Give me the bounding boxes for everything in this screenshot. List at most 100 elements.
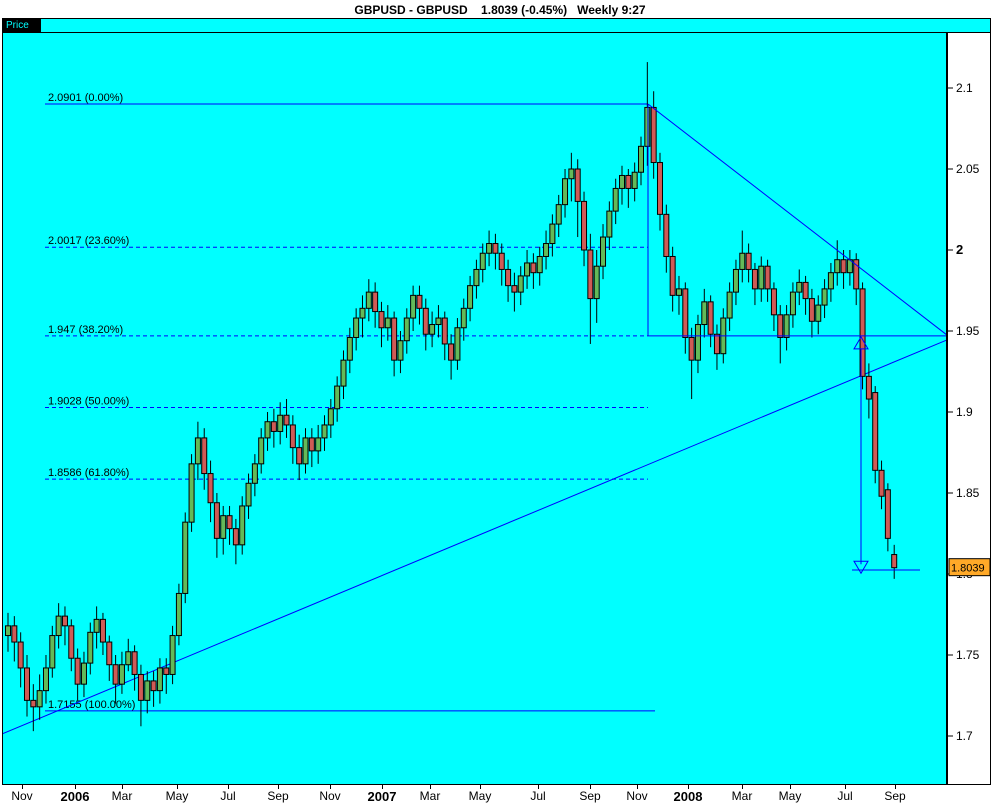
candle-down	[682, 288, 689, 338]
candle-down	[106, 641, 113, 666]
candle-up	[517, 275, 524, 293]
candle-up	[365, 291, 372, 309]
candle-down	[802, 281, 809, 300]
candle-down	[308, 437, 315, 452]
fib-level-label: 1.8586 (61.80%)	[48, 467, 129, 479]
candle-up	[454, 327, 461, 361]
candle-down	[745, 252, 752, 270]
candle-down	[859, 288, 866, 377]
candle-up	[486, 243, 493, 254]
candle-up	[277, 414, 284, 432]
candle-up	[631, 171, 638, 189]
candle-up	[675, 288, 682, 296]
candle-down	[764, 265, 771, 290]
candle-down	[587, 249, 594, 300]
candle-up	[175, 592, 182, 637]
candle-down	[201, 437, 208, 475]
candle-up	[188, 463, 195, 523]
x-axis-month-label: Nov	[11, 789, 33, 803]
candle-up	[55, 615, 62, 637]
candle-down	[296, 447, 303, 465]
candle-down	[511, 285, 518, 293]
candle-down	[391, 317, 398, 361]
candle-up	[87, 631, 94, 664]
candle-up	[315, 437, 322, 452]
candle-down	[865, 375, 872, 400]
candle-up	[334, 385, 341, 410]
candle-up	[467, 285, 474, 309]
candle-up	[789, 291, 796, 316]
candle-up	[194, 437, 201, 465]
candle-down	[656, 162, 663, 215]
y-axis-label: 2	[956, 242, 963, 257]
candle-down	[669, 255, 676, 296]
candle-down	[207, 473, 214, 504]
candle-down	[17, 641, 24, 669]
candle-down	[713, 333, 720, 355]
candle-up	[327, 408, 334, 426]
candle-up	[732, 268, 739, 293]
x-axis-tick	[22, 785, 23, 789]
price-chart-canvas[interactable]: 2.0901 (0.00%) 2.0017 (23.60%) 1.947 (38.2…	[3, 33, 990, 784]
candle-up	[359, 307, 366, 319]
candle-up	[156, 667, 163, 692]
candle-up	[144, 680, 151, 701]
candle-up	[638, 145, 644, 173]
candle-up	[555, 204, 562, 225]
x-axis-tick	[590, 785, 591, 789]
candle-down	[150, 680, 157, 692]
x-axis-tick	[228, 785, 229, 789]
panel-title-chip: Price	[3, 19, 41, 32]
candle-up	[783, 314, 790, 338]
candle-down	[884, 489, 891, 539]
descending-trendline[interactable]	[647, 103, 948, 336]
candle-up	[258, 437, 265, 465]
candle-up	[435, 317, 442, 326]
candlesticks[interactable]	[5, 62, 898, 732]
x-axis-month-label: Sep	[579, 789, 601, 803]
candle-down	[68, 625, 75, 659]
candle-down	[131, 651, 138, 675]
y-axis-label: 1.95	[956, 324, 980, 338]
candle-down	[283, 414, 290, 426]
candle-up	[562, 178, 569, 206]
x-axis-month-label: May	[778, 789, 802, 803]
candle-up	[568, 168, 575, 180]
candle-down	[11, 625, 18, 643]
plot-area[interactable]	[3, 33, 947, 784]
x-axis-tick	[177, 785, 178, 789]
candle-up	[264, 421, 271, 439]
panel-header: Price	[3, 19, 990, 33]
y-axis-label: 1.9	[956, 405, 973, 419]
candle-up	[644, 106, 651, 147]
x-axis-year-label: 2008	[673, 789, 703, 804]
measure-arrow-up-head	[853, 335, 869, 350]
candle-up	[612, 187, 619, 212]
time-axis[interactable]: Nov 2006 Mar May Jul Sep Nov 2007 Mar May Jul Sep No…	[3, 785, 990, 804]
candle-down	[574, 168, 581, 202]
candle-down	[891, 554, 898, 569]
fib-level-label: 1.947 (38.20%)	[48, 324, 123, 336]
candle-up	[125, 651, 132, 666]
fib-level-label: 1.7155 (100.00%)	[48, 699, 135, 711]
candle-up	[834, 259, 841, 274]
candle-up	[606, 210, 613, 238]
x-axis-year-label: 2007	[367, 789, 397, 804]
candle-down	[163, 667, 170, 675]
y-axis-label: 1.85	[956, 486, 980, 500]
candle-up	[410, 294, 417, 319]
x-axis-tick	[122, 785, 123, 789]
candle-down	[416, 294, 423, 309]
y-axis-label: 2.1	[956, 81, 973, 95]
candle-up	[701, 301, 708, 326]
candle-down	[853, 259, 860, 290]
x-axis-tick	[538, 785, 539, 789]
candle-down	[226, 515, 233, 530]
price-tag[interactable]	[948, 558, 990, 577]
candle-down	[625, 174, 632, 189]
candle-up	[5, 625, 11, 637]
candle-up	[353, 317, 360, 338]
candle-up	[42, 667, 49, 692]
candle-down	[663, 213, 670, 257]
candle-down	[777, 314, 784, 338]
